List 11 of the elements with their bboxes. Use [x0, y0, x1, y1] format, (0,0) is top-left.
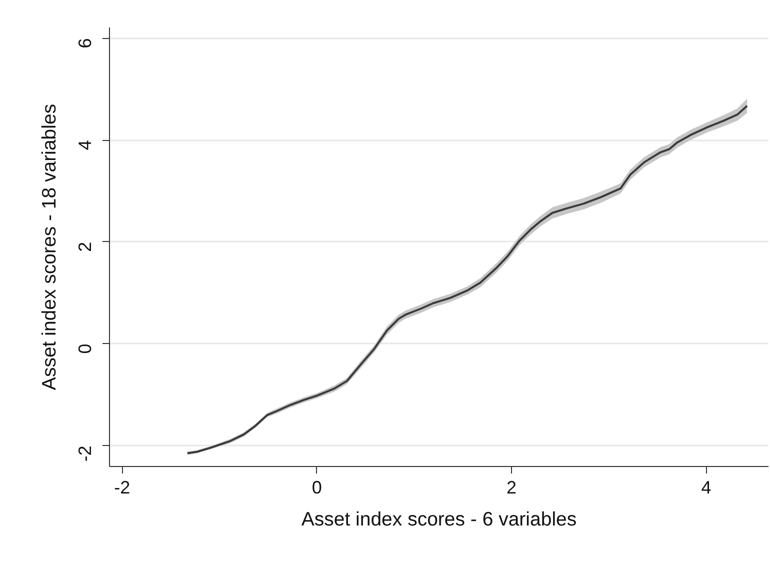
x-tick-label: 4 — [701, 478, 712, 498]
y-axis-title: Asset index scores - 18 variables — [38, 104, 60, 390]
x-axis-title: Asset index scores - 6 variables — [301, 508, 577, 530]
y-tick-label: 2 — [75, 242, 95, 252]
y-tick-label: -2 — [75, 446, 95, 462]
x-tick-label: 0 — [312, 478, 322, 498]
y-tick-label: 4 — [75, 140, 95, 150]
y-tick-label: 6 — [75, 38, 95, 48]
x-tick-label: -2 — [114, 478, 130, 498]
x-tick-label: 2 — [506, 478, 517, 498]
y-tick-label: 0 — [75, 344, 95, 354]
